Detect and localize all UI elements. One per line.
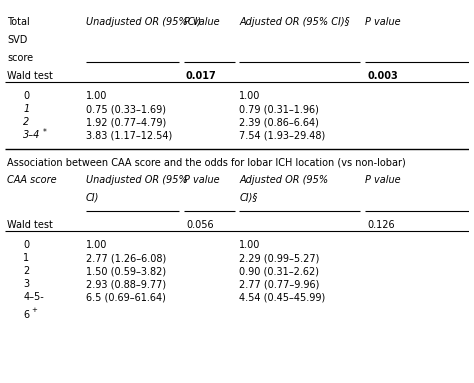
Text: Unadjusted OR (95%: Unadjusted OR (95% — [86, 175, 188, 185]
Text: 3: 3 — [23, 279, 29, 289]
Text: 0.056: 0.056 — [186, 220, 213, 231]
Text: 0.017: 0.017 — [186, 71, 217, 82]
Text: CI): CI) — [86, 193, 100, 203]
Text: 6.5 (0.69–61.64): 6.5 (0.69–61.64) — [86, 293, 166, 303]
Text: 2: 2 — [23, 266, 29, 276]
Text: 0.79 (0.31–1.96): 0.79 (0.31–1.96) — [239, 104, 319, 114]
Text: 2.39 (0.86–6.64): 2.39 (0.86–6.64) — [239, 117, 319, 127]
Text: Total: Total — [7, 17, 30, 27]
Text: 4–5-: 4–5- — [23, 293, 44, 303]
Text: 1.00: 1.00 — [86, 91, 108, 101]
Text: +: + — [32, 307, 37, 313]
Text: Wald test: Wald test — [7, 220, 53, 231]
Text: 4.54 (0.45–45.99): 4.54 (0.45–45.99) — [239, 293, 326, 303]
Text: 3–4: 3–4 — [23, 130, 41, 140]
Text: 1.00: 1.00 — [239, 240, 261, 250]
Text: 2: 2 — [23, 117, 29, 127]
Text: Adjusted OR (95%: Adjusted OR (95% — [239, 175, 328, 185]
Text: CI)§: CI)§ — [239, 193, 257, 203]
Text: 0: 0 — [23, 240, 29, 250]
Text: 0.126: 0.126 — [367, 220, 395, 231]
Text: 1.92 (0.77–4.79): 1.92 (0.77–4.79) — [86, 117, 166, 127]
Text: 0.90 (0.31–2.62): 0.90 (0.31–2.62) — [239, 266, 319, 276]
Text: 2.93 (0.88–9.77): 2.93 (0.88–9.77) — [86, 279, 166, 289]
Text: 0.75 (0.33–1.69): 0.75 (0.33–1.69) — [86, 104, 166, 114]
Text: Unadjusted OR (95%CI): Unadjusted OR (95%CI) — [86, 17, 201, 27]
Text: Adjusted OR (95% CI)§: Adjusted OR (95% CI)§ — [239, 17, 350, 27]
Text: 1: 1 — [23, 104, 29, 114]
Text: 1.50 (0.59–3.82): 1.50 (0.59–3.82) — [86, 266, 166, 276]
Text: P value: P value — [183, 17, 219, 27]
Text: 2.29 (0.99–5.27): 2.29 (0.99–5.27) — [239, 253, 319, 263]
Text: 1.00: 1.00 — [86, 240, 108, 250]
Text: 3.83 (1.17–12.54): 3.83 (1.17–12.54) — [86, 130, 172, 140]
Text: 6: 6 — [23, 311, 29, 321]
Text: SVD: SVD — [7, 35, 27, 45]
Text: 0: 0 — [23, 91, 29, 101]
Text: 0.003: 0.003 — [367, 71, 398, 82]
Text: P value: P value — [365, 175, 401, 185]
Text: P value: P value — [183, 175, 219, 185]
Text: *: * — [43, 128, 47, 137]
Text: 1.00: 1.00 — [239, 91, 261, 101]
Text: 2.77 (1.26–6.08): 2.77 (1.26–6.08) — [86, 253, 166, 263]
Text: CAA score: CAA score — [7, 175, 57, 185]
Text: 2.77 (0.77–9.96): 2.77 (0.77–9.96) — [239, 279, 319, 289]
Text: 7.54 (1.93–29.48): 7.54 (1.93–29.48) — [239, 130, 326, 140]
Text: 1: 1 — [23, 253, 29, 263]
Text: score: score — [7, 53, 33, 63]
Text: P value: P value — [365, 17, 401, 27]
Text: Wald test: Wald test — [7, 71, 53, 82]
Text: Association between CAA score and the odds for lobar ICH location (vs non-lobar): Association between CAA score and the od… — [7, 158, 406, 168]
